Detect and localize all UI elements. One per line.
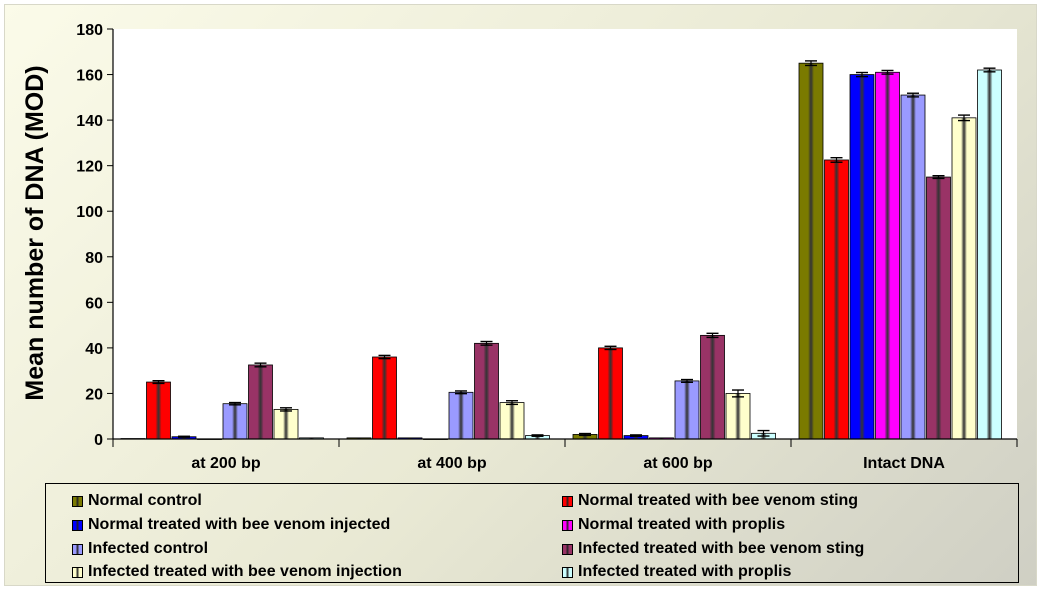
y-tick-label: 120 [76, 159, 103, 176]
bar [900, 94, 926, 440]
bar [499, 402, 525, 440]
y-tick-label: 80 [85, 250, 103, 267]
bar [273, 408, 299, 440]
legend-label: Normal treated with bee venom sting [578, 492, 859, 509]
x-tick-label: Intact DNA [863, 455, 945, 472]
chart-frame: 0 20 40 60 80 100 120 140 160 180 at 200 bp at 400 … [4, 4, 1037, 586]
legend-label: Infected treated with bee venom injectio… [88, 563, 402, 580]
legend-item: Normal control [72, 492, 202, 510]
x-tick-label: at 600 bp [643, 455, 713, 472]
bar [798, 62, 824, 440]
bar [598, 347, 623, 440]
legend-label: Infected treated with proplis [578, 563, 792, 580]
bar [674, 380, 700, 440]
bar [725, 393, 751, 440]
bar [448, 391, 474, 440]
legend-item: Infected control [72, 540, 208, 558]
y-tick-label: 40 [85, 341, 103, 358]
legend-label: Infected treated with bee venom sting [578, 540, 865, 557]
bar-chart: 0 20 40 60 80 100 120 140 160 180 at 200 bp at 400 … [21, 22, 1018, 472]
y-tick-label: 140 [76, 113, 103, 130]
bar [700, 334, 725, 440]
bar [146, 381, 171, 440]
bar [926, 176, 951, 440]
legend-item: Normal treated with bee venom injected [72, 516, 390, 534]
legend-swatch [72, 566, 83, 578]
y-tick-label: 180 [76, 22, 103, 39]
bar [372, 356, 397, 440]
y-tick-label: 20 [85, 386, 103, 403]
legend-label: Normal treated with bee venom injected [88, 516, 391, 533]
y-tick-label: 60 [85, 295, 103, 312]
x-tick-label: at 200 bp [191, 455, 261, 472]
y-tick-label: 100 [76, 204, 103, 221]
legend-swatch [72, 543, 83, 555]
bar [222, 403, 248, 440]
legend-swatch [562, 495, 573, 507]
legend-item: Normal treated with bee venom sting [562, 492, 858, 510]
bar [875, 71, 900, 440]
legend-item: Infected treated with bee venom injectio… [72, 563, 402, 581]
legend-swatch [562, 566, 573, 578]
y-tick-label: 160 [76, 68, 103, 85]
legend-item: Infected treated with proplis [562, 563, 791, 581]
legend-item: Normal treated with proplis [562, 516, 785, 534]
y-axis-label: Mean number of DNA (MOD) [21, 65, 49, 400]
bar [951, 117, 977, 440]
bar [977, 69, 1002, 440]
legend-label: Normal control [88, 492, 202, 509]
legend-swatch [72, 519, 83, 531]
legend-label: Infected control [88, 540, 209, 557]
legend-item: Infected treated with bee venom sting [562, 540, 864, 558]
legend-swatch [562, 519, 573, 531]
x-tick-label: at 400 bp [417, 455, 487, 472]
bar [248, 364, 273, 440]
legend: Normal control Normal treated with bee v… [45, 483, 1019, 583]
legend-swatch [72, 495, 83, 507]
legend-label: Normal treated with proplis [578, 516, 786, 533]
bar [849, 74, 875, 440]
y-tick-label: 0 [94, 432, 103, 449]
bar [474, 342, 499, 440]
legend-swatch [562, 543, 573, 555]
bar [824, 159, 849, 440]
